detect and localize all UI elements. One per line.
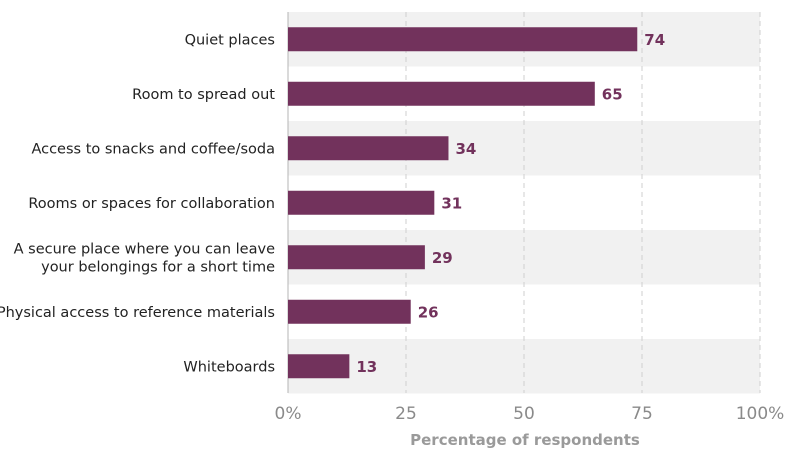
category-label: Room to spread out: [132, 87, 275, 103]
value-label: 26: [418, 303, 439, 321]
category-label: Physical access to reference materials: [0, 305, 275, 321]
x-tick-label: 0%: [275, 404, 302, 424]
category-label-line: Access to snacks and coffee/soda: [31, 141, 275, 157]
value-label: 29: [432, 249, 453, 267]
bar: [288, 81, 595, 106]
bar: [288, 136, 449, 161]
x-axis-title: Percentage of respondents: [410, 431, 640, 449]
category-label-line: Physical access to reference materials: [0, 305, 275, 321]
category-label-line: Room to spread out: [132, 87, 275, 103]
bar: [288, 190, 435, 215]
category-label-line: Whiteboards: [183, 359, 275, 375]
x-tick-label: 50: [513, 404, 535, 424]
category-label: Quiet places: [185, 32, 275, 48]
bar: [288, 299, 411, 324]
value-label: 74: [644, 31, 665, 49]
bar: [288, 354, 350, 379]
bar: [288, 245, 425, 270]
value-label: 31: [441, 194, 462, 212]
x-tick-label: 25: [395, 404, 417, 424]
category-label: A secure place where you can leave your b…: [14, 241, 275, 275]
category-label-line: your belongings for a short time: [41, 259, 275, 275]
category-label: Access to snacks and coffee/soda: [31, 141, 275, 157]
bars: [288, 27, 638, 379]
category-label-line: Rooms or spaces for collaboration: [28, 196, 275, 212]
category-label: Rooms or spaces for collaboration: [28, 196, 275, 212]
value-label: 34: [455, 140, 476, 158]
category-labels: Quiet places Room to spread out Access to …: [0, 32, 275, 375]
x-tick-labels: 0% 25 50 75 100%: [275, 404, 785, 424]
x-tick-label: 75: [631, 404, 653, 424]
value-label: 65: [602, 85, 623, 103]
value-labels: 74 65 34 31 29 26 13: [356, 31, 665, 376]
category-label-line: A secure place where you can leave: [14, 241, 275, 257]
category-label-line: Quiet places: [185, 32, 275, 48]
category-label: Whiteboards: [183, 359, 275, 375]
x-tick-label: 100%: [736, 404, 785, 424]
bar: [288, 27, 638, 52]
value-label: 13: [356, 358, 377, 376]
